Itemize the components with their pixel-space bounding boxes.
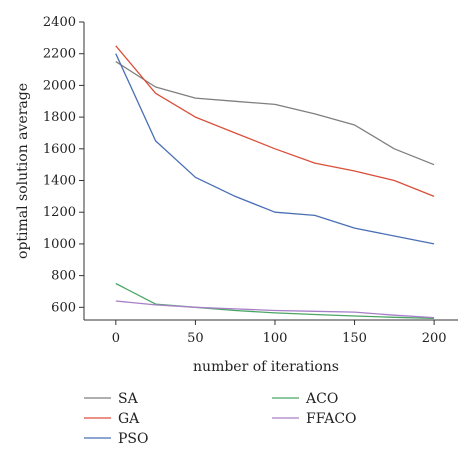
series-line-sa [115,61,435,166]
y-tick-label: 2400 [43,15,76,30]
x-axis-label: number of iterations [193,359,339,375]
y-tick-label: 2000 [43,78,76,93]
y-tick-label: 1200 [43,205,76,220]
y-axis-label: optimal solution average [15,83,31,259]
legend-label-sa: SA [118,391,139,407]
x-tick-label: 50 [187,331,204,346]
legend-label-ga: GA [118,411,140,427]
legend: SA GA PSO ACO FFACO [84,391,357,447]
y-tick-label: 1600 [43,142,76,157]
y-tick-label: 1400 [43,174,76,189]
x-tick-label: 100 [263,331,288,346]
x-tick-label: 200 [422,331,447,346]
y-tick-label: 1000 [43,237,76,252]
series-line-ffaco [115,300,435,319]
y-tick-label: 800 [51,269,76,284]
legend-label-aco: ACO [305,391,338,407]
series-line-ga [115,45,435,198]
x-tick-label: 150 [342,331,367,346]
series-line-aco [115,282,435,320]
y-tick-label: 2200 [43,47,76,62]
y-tick-label: 1800 [43,110,76,125]
x-tick-label: 0 [112,331,120,346]
series-line-pso [115,53,435,245]
series-group [115,45,435,320]
legend-label-ffaco: FFACO [306,411,357,427]
axes: 600 800 1000 1200 1400 1600 1800 2000 2200 2400 0 5… [15,15,458,375]
legend-label-pso: PSO [118,431,149,447]
y-tick-label: 600 [51,300,76,315]
